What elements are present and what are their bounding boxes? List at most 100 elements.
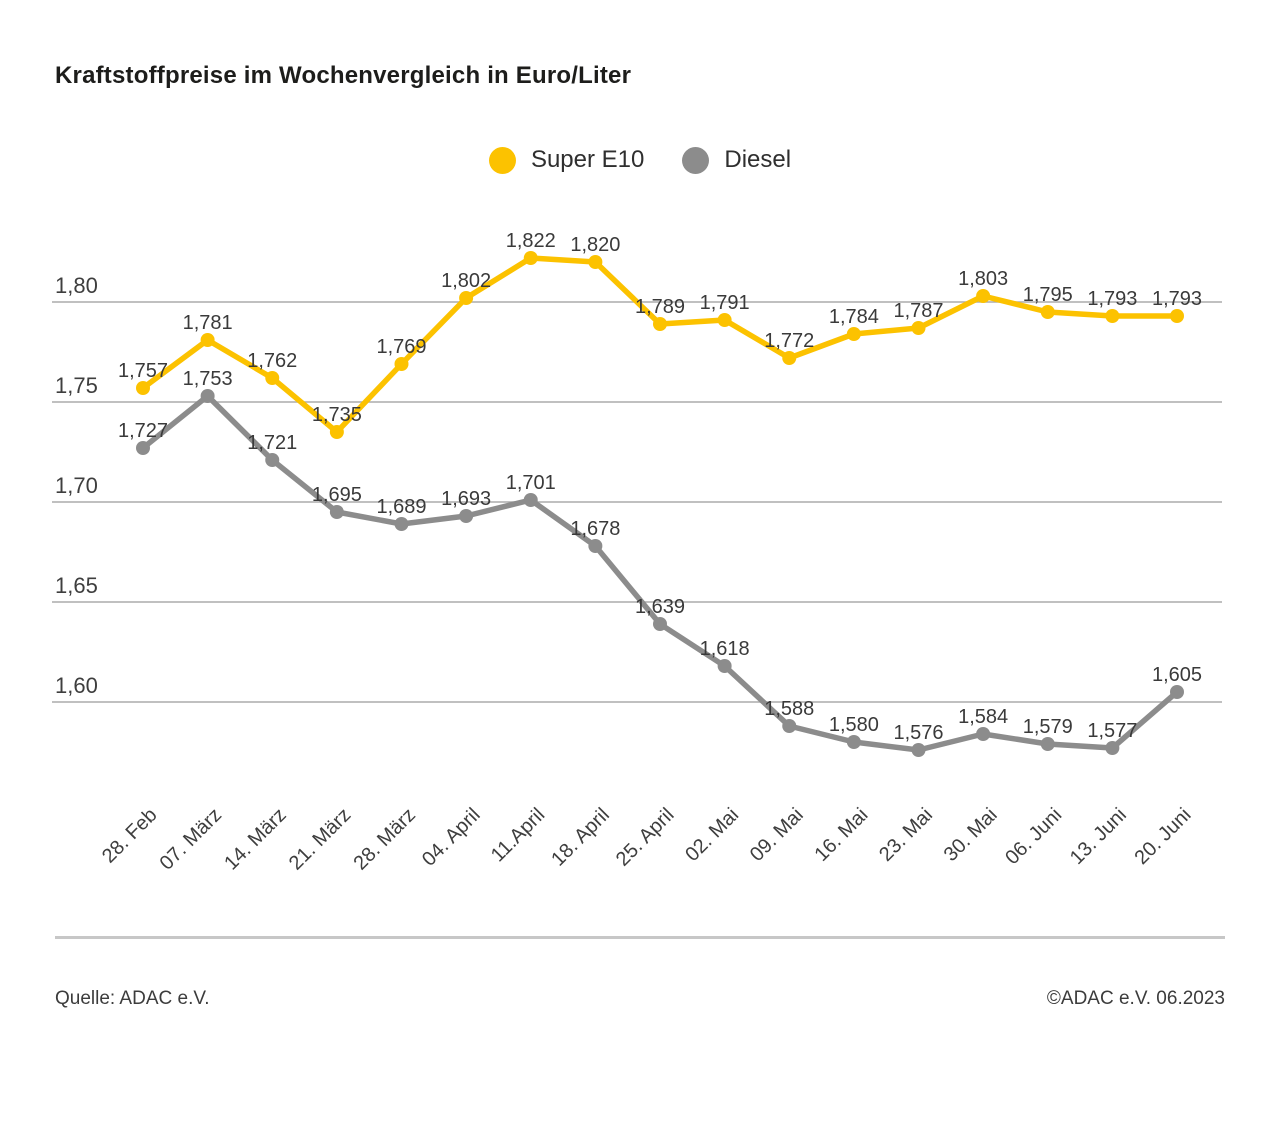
diesel-dot-icon — [682, 146, 710, 174]
data-point-label: 1,789 — [635, 296, 685, 318]
data-point-label: 1,822 — [506, 230, 556, 252]
data-point — [200, 333, 215, 347]
data-point-label: 1,689 — [376, 496, 426, 518]
data-point — [782, 351, 797, 365]
series-line-diesel — [141, 393, 1179, 753]
x-axis-tick-label: 06. Juni — [1001, 804, 1066, 869]
copyright-note: ©ADAC e.V. 06.2023 — [1046, 988, 1225, 1009]
data-point-label: 1,820 — [570, 234, 620, 256]
legend-label-diesel: Diesel — [724, 146, 792, 173]
legend-item-diesel: Diesel — [682, 146, 791, 174]
x-axis-tick-label: 13. Juni — [1066, 804, 1131, 869]
chart-title: Kraftstoffpreise im Wochenvergleich in E… — [55, 62, 632, 89]
data-point — [1170, 309, 1184, 323]
data-point-label: 1,721 — [247, 432, 297, 454]
x-axis-tick-label: 18. April — [547, 804, 614, 871]
data-point-label: 1,753 — [183, 368, 233, 390]
data-point — [588, 255, 603, 269]
data-point-label: 1,772 — [764, 330, 814, 352]
data-point — [394, 517, 409, 531]
data-point-label: 1,639 — [635, 596, 685, 618]
data-point — [265, 371, 280, 385]
data-point — [911, 321, 926, 335]
x-axis-tick-label: 30. Mai — [940, 804, 1002, 866]
data-point-label: 1,727 — [118, 420, 168, 442]
data-point — [523, 493, 538, 507]
data-point-label: 1,793 — [1087, 288, 1137, 310]
data-point — [329, 505, 344, 519]
data-point-label: 1,580 — [829, 714, 879, 736]
y-axis-tick-label: 1,75 — [55, 373, 98, 398]
data-point — [976, 289, 991, 303]
data-point — [459, 509, 474, 523]
data-point-label: 1,787 — [893, 300, 943, 322]
data-point-label: 1,678 — [570, 518, 620, 540]
data-point-label: 1,769 — [376, 336, 426, 358]
x-axis-tick-label: 21. März — [285, 804, 356, 875]
x-axis-tick-label: 20. Juni — [1130, 804, 1195, 869]
data-point-label: 1,579 — [1023, 716, 1073, 738]
data-point — [1105, 741, 1120, 755]
data-point — [329, 425, 344, 439]
y-axis-tick-label: 1,70 — [55, 473, 98, 498]
data-point — [200, 389, 215, 403]
data-point — [717, 659, 732, 673]
data-point-label: 1,576 — [893, 722, 943, 744]
data-point — [265, 453, 280, 467]
data-point-label: 1,693 — [441, 488, 491, 510]
data-point-label: 1,795 — [1023, 284, 1073, 306]
y-axis-tick-label: 1,60 — [55, 673, 98, 698]
x-axis-tick-label: 23. Mai — [875, 804, 937, 866]
x-axis-tick-label: 28. März — [349, 804, 420, 875]
data-point-label: 1,793 — [1152, 288, 1202, 310]
data-point-label: 1,803 — [958, 268, 1008, 290]
data-point-label: 1,605 — [1152, 664, 1202, 686]
x-axis-tick-label: 04. April — [418, 804, 485, 871]
footer-divider — [55, 936, 1225, 939]
data-point — [653, 617, 667, 631]
data-point — [717, 313, 732, 327]
data-point — [394, 357, 409, 371]
y-axis-tick-label: 1,80 — [55, 273, 98, 298]
data-point-label: 1,791 — [700, 292, 750, 314]
data-point-label: 1,577 — [1087, 720, 1137, 742]
legend-label-super-e10: Super E10 — [530, 146, 645, 173]
data-point — [523, 251, 538, 265]
x-axis-tick-label: 09. Mai — [746, 804, 808, 866]
data-point — [1040, 305, 1055, 319]
data-point — [846, 735, 861, 749]
x-axis-tick-label: 07. März — [156, 804, 227, 875]
x-axis-tick-label: 11.April — [487, 804, 549, 866]
x-axis-tick-label: 25. April — [612, 804, 679, 871]
legend-item-super-e10: Super E10 — [488, 146, 645, 174]
data-point-label: 1,784 — [829, 306, 879, 328]
data-point — [136, 441, 150, 455]
data-point-label: 1,588 — [764, 698, 814, 720]
y-axis-tick-label: 1,65 — [55, 573, 98, 598]
super-e10-dot-icon — [488, 146, 516, 174]
data-point — [1105, 309, 1120, 323]
x-axis-tick-label: 02. Mai — [681, 804, 743, 866]
x-axis-tick-label: 28. Feb — [98, 804, 162, 868]
source-note: Quelle: ADAC e.V. — [55, 988, 210, 1009]
x-axis-tick-label: 14. März — [220, 804, 291, 875]
data-point — [1040, 737, 1055, 751]
data-point — [782, 719, 797, 733]
data-point-label: 1,701 — [506, 472, 556, 494]
data-point-label: 1,781 — [183, 312, 233, 334]
data-point-label: 1,695 — [312, 484, 362, 506]
legend: Super E10 Diesel — [0, 146, 1280, 174]
data-point-label: 1,584 — [958, 706, 1008, 728]
data-point-label: 1,802 — [441, 270, 491, 292]
data-point — [846, 327, 861, 341]
data-point — [459, 291, 474, 305]
data-point — [976, 727, 991, 741]
data-point — [136, 381, 150, 395]
data-point-label: 1,762 — [247, 350, 297, 372]
data-point — [653, 317, 667, 331]
data-point — [911, 743, 926, 757]
data-point — [588, 539, 603, 553]
x-axis-tick-label: 16. Mai — [810, 804, 872, 866]
